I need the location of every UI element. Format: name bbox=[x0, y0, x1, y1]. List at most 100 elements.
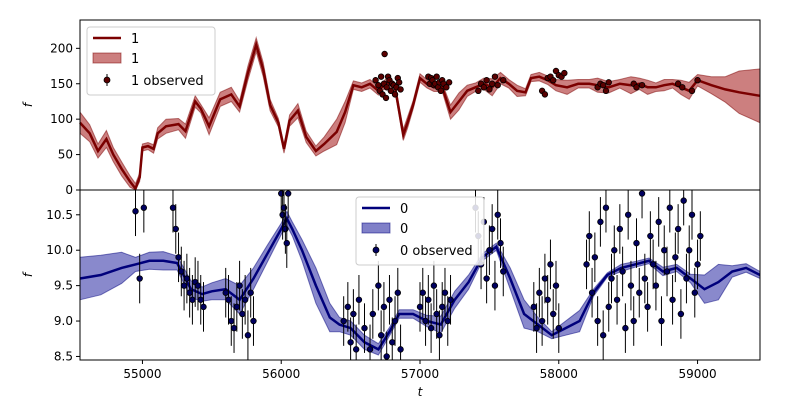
observed-point bbox=[638, 190, 646, 197]
observed-point bbox=[649, 261, 657, 268]
observed-point bbox=[172, 225, 179, 233]
observed-point bbox=[672, 254, 679, 261]
top-legend-label-observed: 1 observed bbox=[131, 74, 204, 89]
observed-point bbox=[588, 289, 596, 296]
observed-point bbox=[624, 211, 632, 218]
observed-point bbox=[550, 310, 557, 318]
observed-point bbox=[280, 204, 288, 211]
observed-point bbox=[391, 317, 399, 325]
observed-point bbox=[619, 268, 626, 275]
y-tick-label: 50 bbox=[58, 148, 73, 162]
bottom-observed-points bbox=[132, 190, 704, 360]
observed-point bbox=[189, 296, 196, 303]
top-legend-label-band: 1 bbox=[131, 52, 139, 67]
observed-point bbox=[480, 84, 488, 91]
observed-point bbox=[613, 296, 621, 303]
observed-point bbox=[366, 346, 374, 353]
observed-point bbox=[547, 261, 554, 268]
observed-point bbox=[439, 303, 446, 311]
observed-point bbox=[441, 289, 449, 296]
observed-point bbox=[591, 254, 599, 261]
observed-point bbox=[375, 282, 382, 289]
y-tick-label: 9.0 bbox=[54, 314, 73, 328]
y-tick-label: 8.5 bbox=[54, 349, 73, 363]
observed-point bbox=[550, 77, 557, 84]
observed-point bbox=[241, 296, 249, 303]
observed-point bbox=[486, 86, 493, 93]
observed-point bbox=[389, 339, 396, 346]
observed-point bbox=[239, 310, 246, 318]
bottom-y-ticks: 8.5 9.0 9.5 10.0 10.5 bbox=[46, 208, 80, 363]
top-legend-label-line: 1 bbox=[131, 32, 139, 47]
observed-point bbox=[655, 218, 662, 226]
bottom-panel: 8.5 9.0 9.5 10.0 10.5 55000 56000 57000 58000 59… bbox=[21, 189, 761, 399]
top-panel: 0 50 100 150 200 f 1 1 1 observed bbox=[21, 19, 761, 197]
observed-point bbox=[602, 87, 610, 95]
observed-point bbox=[602, 204, 610, 211]
bottom-legend-box bbox=[355, 196, 485, 266]
observed-point bbox=[669, 296, 676, 303]
observed-point bbox=[425, 296, 432, 303]
observed-point bbox=[599, 81, 607, 89]
observed-point bbox=[486, 247, 493, 254]
observed-point bbox=[627, 282, 635, 289]
observed-point bbox=[638, 81, 646, 89]
observed-point bbox=[416, 303, 424, 311]
observed-point bbox=[427, 324, 435, 332]
bottom-legend-label-band: 0 bbox=[400, 222, 408, 237]
observed-point bbox=[666, 204, 673, 211]
observed-point bbox=[419, 289, 426, 296]
observed-point bbox=[136, 275, 143, 282]
bottom-legend-marker-swatch bbox=[372, 246, 380, 254]
observed-point bbox=[382, 94, 390, 102]
observed-point bbox=[483, 275, 490, 282]
observed-point bbox=[350, 310, 357, 318]
bottom-x-ticks: 55000 56000 57000 58000 59000 bbox=[123, 360, 717, 381]
bottom-mean-path bbox=[79, 215, 761, 352]
observed-point bbox=[395, 79, 403, 86]
observed-point bbox=[494, 81, 501, 89]
y-tick-label: 200 bbox=[50, 41, 73, 55]
observed-point bbox=[394, 289, 401, 296]
observed-point bbox=[372, 77, 379, 84]
observed-point bbox=[586, 232, 593, 240]
observed-point bbox=[500, 77, 507, 84]
observed-point bbox=[644, 303, 651, 311]
observed-point bbox=[658, 317, 665, 325]
observed-point bbox=[674, 225, 682, 233]
observed-point bbox=[247, 289, 254, 296]
observed-point bbox=[233, 303, 241, 311]
observed-point bbox=[622, 324, 629, 332]
observed-point bbox=[340, 317, 347, 325]
bottom-legend-label-observed: 0 observed bbox=[400, 244, 473, 259]
bottom-legend: 0 0 0 observed bbox=[355, 196, 485, 266]
observed-point bbox=[647, 232, 654, 240]
observed-point bbox=[680, 197, 687, 204]
observed-point bbox=[422, 317, 429, 325]
observed-point bbox=[555, 324, 562, 332]
observed-point bbox=[661, 247, 668, 254]
observed-point bbox=[397, 346, 404, 353]
observed-point bbox=[132, 208, 139, 215]
observed-point bbox=[674, 80, 682, 87]
observed-point bbox=[391, 91, 399, 98]
observed-point bbox=[344, 303, 352, 311]
x-tick-label: 55000 bbox=[123, 367, 161, 381]
observed-point bbox=[608, 275, 615, 282]
observed-point bbox=[279, 211, 286, 218]
observed-point bbox=[183, 275, 191, 282]
observed-point bbox=[552, 282, 560, 289]
x-tick-label: 56000 bbox=[262, 367, 300, 381]
observed-point bbox=[178, 268, 185, 275]
observed-point bbox=[386, 296, 393, 303]
observed-point bbox=[355, 296, 363, 303]
observed-point bbox=[186, 289, 193, 296]
observed-point bbox=[536, 289, 543, 296]
observed-point bbox=[488, 225, 496, 233]
observed-point bbox=[436, 332, 443, 339]
bottom-mean-line bbox=[79, 215, 761, 352]
observed-point bbox=[225, 296, 232, 303]
observed-point bbox=[694, 77, 701, 84]
observed-point bbox=[677, 310, 685, 318]
